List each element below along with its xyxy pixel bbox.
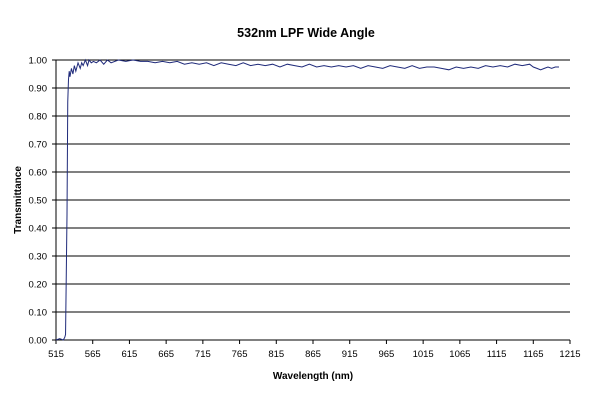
x-tick-label: 915: [342, 349, 358, 360]
y-tick-label: 0.30: [29, 252, 48, 263]
y-tick-label: 0.50: [29, 196, 48, 207]
x-tick-label: 1215: [559, 349, 580, 360]
y-tick-label: 0.40: [29, 224, 48, 235]
x-tick-label: 1015: [413, 349, 434, 360]
chart-title: 532nm LPF Wide Angle: [237, 26, 375, 40]
series-layer: [55, 58, 559, 341]
x-tick-label: 1065: [449, 349, 470, 360]
grid-lines: [56, 59, 570, 313]
x-tick-label: 865: [305, 349, 321, 360]
x-tick-label: 615: [121, 349, 137, 360]
y-tick-label: 0.60: [29, 168, 48, 179]
y-axis-label: Transmittance: [13, 166, 24, 234]
x-tick-label: 515: [48, 349, 64, 360]
y-tick-label: 0.70: [29, 140, 48, 151]
x-tick-labels: 515 565 615 665 715 765 815 865 915 965 1015 1065 11…: [48, 349, 581, 360]
x-tick-label: 565: [85, 349, 101, 360]
x-axis-label: Wavelength (nm): [273, 371, 353, 382]
y-tick-label: 0.00: [29, 336, 48, 347]
y-tick-label: 0.20: [29, 280, 48, 291]
axes: [52, 59, 571, 344]
y-tick-label: 0.10: [29, 308, 48, 319]
transmittance-series-line: [55, 58, 559, 341]
y-tick-label: 0.90: [29, 84, 48, 95]
y-tick-labels: 0.00 0.10 0.20 0.30 0.40 0.50 0.60 0.70 0.80 0.90…: [29, 56, 48, 347]
x-tick-label: 715: [195, 349, 211, 360]
x-tick-label: 965: [378, 349, 394, 360]
x-tick-label: 665: [158, 349, 174, 360]
x-tick-label: 1115: [487, 349, 507, 360]
y-tick-label: 0.80: [29, 112, 48, 123]
x-tick-label: 765: [232, 349, 248, 360]
x-tick-label: 815: [268, 349, 284, 360]
x-tick-label: 1165: [523, 349, 543, 360]
y-tick-label: 1.00: [29, 56, 48, 67]
